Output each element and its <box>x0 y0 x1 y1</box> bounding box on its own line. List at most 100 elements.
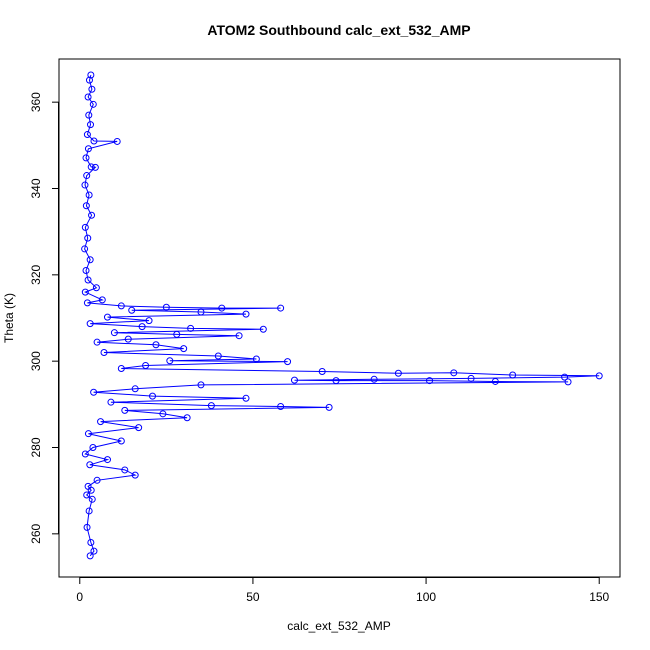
y-axis: 260 280 300 320 340 360 <box>29 92 59 544</box>
data-point <box>318 368 326 376</box>
data-point <box>85 76 93 84</box>
data-point <box>86 320 94 328</box>
data-point <box>81 223 89 231</box>
data-point <box>162 303 170 311</box>
data-point <box>100 349 108 357</box>
data-point <box>83 523 91 531</box>
data-point <box>180 345 188 353</box>
y-tick-label: 300 <box>29 351 43 371</box>
data-point <box>113 137 121 145</box>
x-tick-label: 150 <box>589 590 609 604</box>
data-point <box>103 456 111 464</box>
x-axis: 0 50 100 150 <box>76 577 610 604</box>
data-point <box>124 335 132 343</box>
data-point <box>138 323 146 331</box>
data-point <box>277 304 285 312</box>
data-point <box>87 121 95 129</box>
data-point <box>117 302 125 310</box>
data-point <box>87 71 95 79</box>
data-point <box>284 358 292 366</box>
data-point <box>509 371 517 379</box>
data-point <box>87 163 95 171</box>
data-point <box>90 547 98 555</box>
data-point <box>117 365 125 373</box>
data-point <box>214 352 222 360</box>
data-point <box>88 211 96 219</box>
data-point <box>218 304 226 312</box>
x-axis-label: calc_ext_532_AMP <box>287 619 390 633</box>
data-point <box>149 392 156 400</box>
data-point <box>88 85 96 93</box>
data-point <box>173 330 181 338</box>
data-point <box>142 361 150 369</box>
series-layer <box>81 71 603 560</box>
data-point <box>135 424 143 432</box>
data-point <box>252 355 260 363</box>
data-point <box>93 476 101 484</box>
y-tick-label: 280 <box>29 437 43 457</box>
data-point <box>97 418 105 426</box>
data-point <box>84 276 92 284</box>
data-point <box>92 284 100 292</box>
data-point <box>87 486 95 494</box>
data-point <box>81 450 89 458</box>
data-point <box>242 310 250 318</box>
data-point <box>121 466 129 474</box>
y-tick-label: 340 <box>29 178 43 198</box>
data-point <box>86 552 94 560</box>
data-point <box>85 191 93 199</box>
data-point <box>207 402 215 410</box>
data-point <box>242 394 250 402</box>
data-point <box>107 398 115 406</box>
data-point <box>166 357 174 365</box>
chart-title: ATOM2 Southbound calc_ext_532_AMP <box>207 22 470 38</box>
data-point <box>98 296 106 304</box>
data-point <box>235 332 243 340</box>
data-point <box>110 329 118 337</box>
data-point <box>90 388 98 396</box>
data-point <box>81 245 89 253</box>
data-point <box>88 495 96 503</box>
data-point <box>332 377 340 385</box>
data-point <box>131 471 139 479</box>
data-point <box>84 234 92 242</box>
data-point <box>197 308 205 316</box>
data-point <box>197 381 205 389</box>
y-tick-label: 360 <box>29 92 43 112</box>
data-point <box>90 137 98 145</box>
y-axis-label: Theta (K) <box>2 293 16 343</box>
data-point <box>89 100 97 108</box>
x-tick-label: 0 <box>76 590 83 604</box>
data-point <box>83 131 91 139</box>
data-point <box>561 373 569 381</box>
data-point <box>83 299 91 307</box>
data-point <box>93 338 101 346</box>
data-point <box>187 324 195 332</box>
data-point <box>89 444 97 451</box>
data-point <box>81 181 89 189</box>
data-point <box>83 172 91 180</box>
data-point <box>87 538 95 546</box>
data-point <box>121 406 129 414</box>
data-point <box>426 377 434 385</box>
data-point <box>81 288 89 296</box>
data-point <box>85 507 93 515</box>
data-point <box>159 410 167 418</box>
data-point <box>84 430 92 438</box>
data-point <box>491 377 499 385</box>
data-point <box>290 376 298 384</box>
data-point <box>183 414 191 422</box>
data-point <box>128 306 136 314</box>
data-point <box>152 341 160 349</box>
x-tick-label: 50 <box>246 590 260 604</box>
data-point <box>145 317 153 325</box>
data-point <box>564 378 572 386</box>
data-point <box>91 163 99 171</box>
data-point <box>450 369 458 377</box>
data-point <box>103 313 111 321</box>
data-point <box>86 256 94 264</box>
data-point <box>82 202 90 210</box>
data-point <box>370 375 378 383</box>
